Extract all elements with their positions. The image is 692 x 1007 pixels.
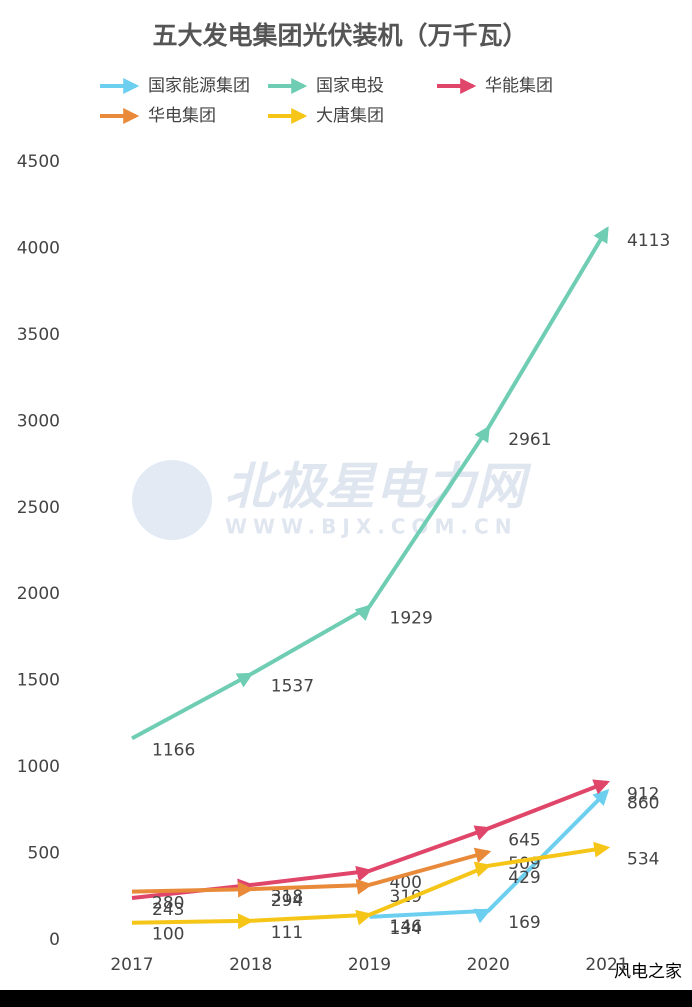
- data-label: 169: [508, 913, 540, 933]
- data-label: 100: [152, 925, 184, 945]
- series-line: [131, 226, 609, 741]
- watermark: 北极星电力网: [225, 458, 532, 516]
- bottom-bar: [0, 990, 692, 1007]
- y-tick-label: 4500: [17, 152, 60, 172]
- y-tick-label: 3000: [17, 411, 60, 431]
- data-label: 146: [390, 917, 422, 937]
- data-label: 912: [627, 784, 659, 804]
- y-tick-label: 3500: [17, 325, 60, 345]
- y-tick-label: 2500: [17, 498, 60, 518]
- y-tick-label: 2000: [17, 584, 60, 604]
- data-label: 2961: [508, 430, 551, 450]
- data-label: 294: [271, 891, 303, 911]
- legend-label: 大唐集团: [316, 105, 384, 126]
- data-label: 1166: [152, 740, 195, 760]
- y-tick-label: 4000: [17, 238, 60, 258]
- data-label: 429: [508, 868, 540, 888]
- data-label: 4113: [627, 231, 670, 251]
- y-tick-label: 1500: [17, 671, 60, 691]
- chart-title: 五大发电集团光伏装机（万千瓦）: [152, 21, 527, 50]
- watermark-logo: [132, 460, 212, 540]
- legend-label: 国家能源集团: [148, 76, 250, 96]
- y-tick-label: 1000: [17, 757, 60, 777]
- legend-label: 华能集团: [485, 76, 553, 96]
- data-label: 111: [271, 923, 303, 943]
- data-label: 280: [152, 894, 184, 914]
- x-tick-label: 2018: [229, 955, 272, 975]
- y-tick-label: 500: [28, 844, 60, 864]
- data-label: 534: [627, 850, 659, 870]
- series-line: [131, 847, 492, 898]
- legend-label: 国家电投: [316, 76, 384, 96]
- legend-label: 华电集团: [148, 106, 216, 126]
- series-line: [131, 841, 611, 930]
- data-label: 860: [627, 793, 659, 813]
- watermark-url: WWW.BJX.COM.CN: [225, 515, 517, 539]
- data-label: 1537: [271, 676, 314, 696]
- x-tick-label: 2017: [110, 955, 153, 975]
- x-tick-label: 2019: [348, 955, 391, 975]
- data-label: 243: [152, 900, 184, 920]
- data-label: 1929: [390, 608, 433, 628]
- footer: 风电之家: [614, 962, 682, 982]
- y-tick-label: 0: [49, 930, 60, 950]
- data-label: 645: [508, 830, 540, 850]
- x-tick-label: 2020: [467, 955, 510, 975]
- x-tick-label: 2021: [585, 955, 628, 975]
